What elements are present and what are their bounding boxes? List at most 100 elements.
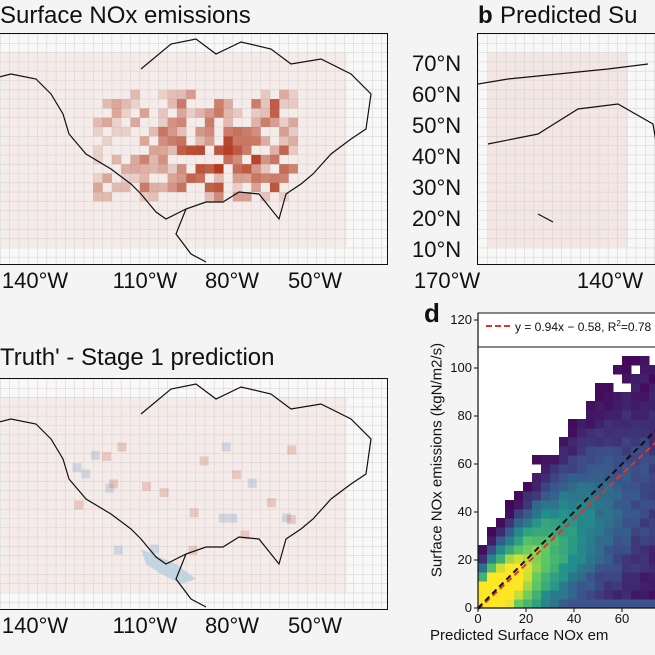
hist-cell	[568, 590, 578, 600]
emission-cell	[121, 173, 131, 183]
difference-cell	[72, 463, 82, 473]
hist-cell	[649, 437, 655, 447]
emission-cell	[251, 108, 261, 118]
hist-cell	[496, 590, 506, 600]
hist-cell	[568, 599, 578, 609]
emission-cell	[232, 145, 243, 155]
emission-cell	[130, 164, 140, 174]
emission-cell	[177, 117, 187, 127]
emission-cell	[279, 145, 289, 155]
lat-tick-label: 10°N	[412, 237, 462, 262]
hist-cell	[613, 446, 623, 456]
hist-cell	[541, 518, 551, 528]
hist-cell	[604, 509, 614, 519]
hist-cell	[595, 392, 605, 402]
hist-cell	[640, 518, 650, 528]
hist-cell	[595, 599, 605, 609]
hist-cell	[640, 446, 650, 456]
emission-cell	[204, 108, 215, 118]
lon-tick-label: 140°W	[1, 268, 69, 293]
emission-cell	[223, 145, 233, 155]
y-tick-label: 60	[457, 456, 472, 471]
emission-cell	[139, 182, 150, 193]
hist-cell	[631, 419, 641, 429]
hist-cell	[568, 581, 578, 591]
emission-cell	[260, 154, 270, 165]
emission-cell	[251, 164, 261, 174]
hist-cell	[523, 500, 533, 510]
hist-cell	[613, 581, 623, 591]
x-tick-label: 60	[614, 611, 630, 626]
emission-cell	[130, 89, 140, 100]
hist-cell	[523, 581, 533, 591]
hist-cell	[568, 545, 578, 555]
hist-cell	[604, 518, 614, 528]
hist-cell	[478, 545, 488, 555]
hist-cell	[622, 527, 632, 537]
hist-cell	[631, 428, 641, 438]
lon-tick-label: 140°W	[1, 613, 69, 638]
emission-cell	[232, 192, 243, 202]
hist-cell	[487, 599, 497, 609]
emission-cell	[111, 99, 122, 109]
hist-cell	[568, 527, 578, 537]
hist-cell	[577, 590, 587, 600]
emission-cell	[102, 117, 112, 127]
hist-cell	[649, 491, 655, 501]
emission-cell	[102, 117, 112, 127]
hist-cell	[604, 545, 614, 555]
hist-cell	[631, 509, 641, 519]
emission-cell	[288, 99, 298, 109]
x-tick-label: 40	[566, 611, 582, 626]
hist-cell	[604, 455, 614, 465]
hist-cell	[649, 419, 655, 429]
hist-cell	[577, 554, 587, 564]
coastline	[0, 383, 372, 608]
difference-cell	[113, 545, 123, 555]
difference-cell	[199, 456, 209, 466]
emission-cell	[279, 145, 289, 155]
emission-cell	[158, 136, 168, 146]
hist-cell	[586, 401, 596, 411]
hist-cell	[541, 572, 551, 582]
hist-cell	[613, 419, 623, 429]
difference-cell	[218, 513, 228, 523]
emission-cell	[232, 136, 243, 146]
hist-cell	[586, 464, 596, 474]
panel-b-letter: b	[478, 2, 493, 29]
emission-cell	[270, 145, 280, 155]
emission-cell	[139, 108, 150, 118]
emission-cell	[204, 164, 215, 174]
hist-cell	[613, 437, 623, 447]
hist-cell	[496, 563, 506, 573]
emission-cell	[149, 182, 159, 193]
emission-cell	[242, 145, 252, 155]
hist-cell	[487, 581, 497, 591]
emission-cell	[251, 173, 261, 183]
hist-cell	[523, 482, 533, 492]
hist-cell	[604, 464, 614, 474]
hist-cell	[631, 410, 641, 420]
emission-cell	[251, 99, 261, 109]
hist-cell	[559, 500, 569, 510]
emission-cell	[158, 117, 168, 127]
hist-cell	[577, 491, 587, 501]
emission-cell	[232, 154, 243, 165]
hist-cell	[586, 599, 596, 609]
emission-cell	[177, 108, 187, 118]
emission-cell	[121, 99, 131, 109]
coastline	[0, 38, 372, 263]
emission-cell	[242, 127, 252, 137]
emission-cell	[186, 145, 196, 155]
hist-cell	[559, 581, 569, 591]
hist-cell	[622, 374, 632, 384]
y-tick-label: 40	[457, 504, 472, 519]
emission-cell	[270, 182, 280, 193]
emission-cell	[177, 145, 187, 155]
hist-cell	[577, 536, 587, 546]
hist-cell	[595, 527, 605, 537]
emission-cell	[102, 173, 112, 183]
emission-cell	[270, 182, 280, 193]
hist-cell	[550, 473, 560, 483]
hist-cell	[640, 554, 650, 564]
